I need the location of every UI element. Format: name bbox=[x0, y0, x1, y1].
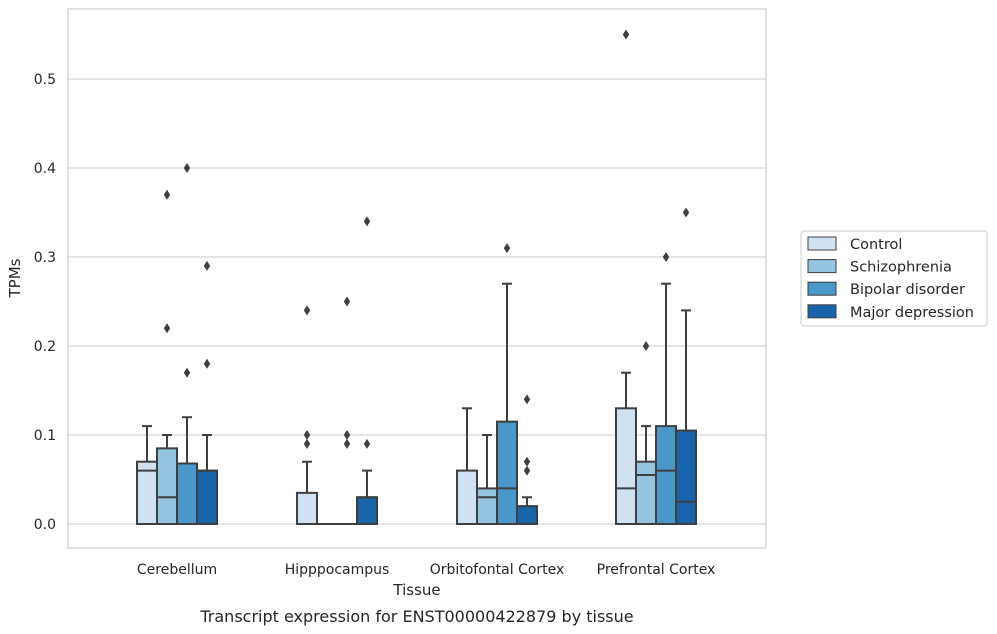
box-2-1 bbox=[476, 434, 498, 525]
legend-swatch bbox=[807, 259, 837, 274]
box-3-3 bbox=[675, 207, 697, 525]
y-tick-label: 0.4 bbox=[34, 161, 56, 177]
outlier-point bbox=[303, 430, 311, 440]
legend-swatch bbox=[807, 304, 837, 319]
legend: Control Schizophrenia Bipolar disorder Majo… bbox=[800, 230, 988, 327]
box-body bbox=[615, 407, 637, 525]
box-body bbox=[296, 491, 318, 526]
outlier-point bbox=[203, 260, 211, 271]
plot-frame bbox=[67, 8, 767, 549]
outlier-point bbox=[682, 207, 690, 218]
outlier-point bbox=[183, 163, 191, 173]
legend-label: Schizophrenia bbox=[850, 260, 952, 276]
legend-swatch bbox=[807, 281, 837, 296]
box-body bbox=[675, 429, 697, 525]
outlier-point bbox=[363, 438, 371, 449]
box-0-1 bbox=[156, 189, 178, 526]
x-tick-label: Orbitofontal Cortex bbox=[430, 562, 565, 578]
x-tick-label: Prefrontal Cortex bbox=[597, 562, 716, 578]
box-0-0 bbox=[136, 425, 158, 526]
legend-label: Major depression bbox=[850, 305, 974, 321]
box-2-2 bbox=[496, 243, 518, 525]
box-1-2 bbox=[336, 296, 358, 526]
outlier-point bbox=[343, 430, 351, 440]
box-body bbox=[516, 505, 538, 526]
outlier-point bbox=[523, 465, 531, 476]
box-body bbox=[156, 447, 178, 526]
box-groups bbox=[136, 29, 697, 526]
y-tick-label: 0.1 bbox=[34, 428, 56, 444]
outlier-point bbox=[523, 456, 531, 467]
box-3-0 bbox=[615, 29, 637, 525]
outlier-point bbox=[662, 252, 670, 262]
legend-frame bbox=[800, 230, 988, 327]
box-1-3 bbox=[356, 216, 378, 525]
x-tick-label: Cerebellum bbox=[137, 562, 217, 578]
box-2-0 bbox=[456, 407, 478, 526]
outlier-point bbox=[163, 323, 171, 334]
box-3-1 bbox=[635, 341, 657, 526]
x-tick-label: Hipppocampus bbox=[285, 562, 390, 578]
legend-label: Bipolar disorder bbox=[850, 282, 965, 298]
box-body bbox=[196, 469, 218, 526]
legend-label: Control bbox=[850, 237, 902, 253]
box-0-3 bbox=[196, 260, 218, 526]
box-1-0 bbox=[296, 305, 318, 526]
outlier-point bbox=[343, 296, 351, 307]
box-body bbox=[356, 496, 378, 525]
box-0-2 bbox=[176, 163, 198, 526]
figure-caption: Transcript expression for ENST0000042287… bbox=[199, 607, 633, 626]
y-axis-title: TPMs bbox=[6, 258, 24, 298]
y-tick-label: 0.5 bbox=[34, 72, 56, 88]
outlier-point bbox=[503, 243, 511, 254]
legend-items: Control Schizophrenia Bipolar disorder Majo… bbox=[807, 236, 974, 321]
x-axis-title: Tissue bbox=[392, 581, 440, 599]
x-axis-ticks: Cerebellum Hipppocampus Orbitofontal Corte… bbox=[137, 562, 715, 578]
box-body bbox=[635, 460, 657, 526]
box-body bbox=[176, 462, 198, 526]
y-tick-label: 0.0 bbox=[34, 517, 56, 533]
box-2-3 bbox=[516, 394, 538, 526]
box-body bbox=[496, 420, 518, 525]
y-tick-label: 0.3 bbox=[34, 250, 56, 266]
box-body bbox=[655, 425, 677, 526]
y-tick-label: 0.2 bbox=[34, 339, 56, 355]
outlier-point bbox=[183, 367, 191, 378]
outlier-point bbox=[303, 438, 311, 449]
box-body bbox=[476, 487, 498, 525]
outlier-point bbox=[303, 305, 311, 316]
outlier-point bbox=[163, 189, 171, 200]
outlier-point bbox=[203, 358, 211, 369]
legend-swatch bbox=[807, 236, 837, 251]
box-body bbox=[456, 469, 478, 526]
outlier-point bbox=[343, 438, 351, 449]
box-3-2 bbox=[655, 252, 677, 526]
outlier-point bbox=[622, 29, 630, 40]
outlier-point bbox=[523, 394, 531, 405]
y-axis-ticks: 0.0 0.1 0.2 0.3 0.4 0.5 bbox=[34, 72, 56, 533]
outlier-point bbox=[363, 216, 371, 227]
outlier-point bbox=[642, 341, 650, 351]
